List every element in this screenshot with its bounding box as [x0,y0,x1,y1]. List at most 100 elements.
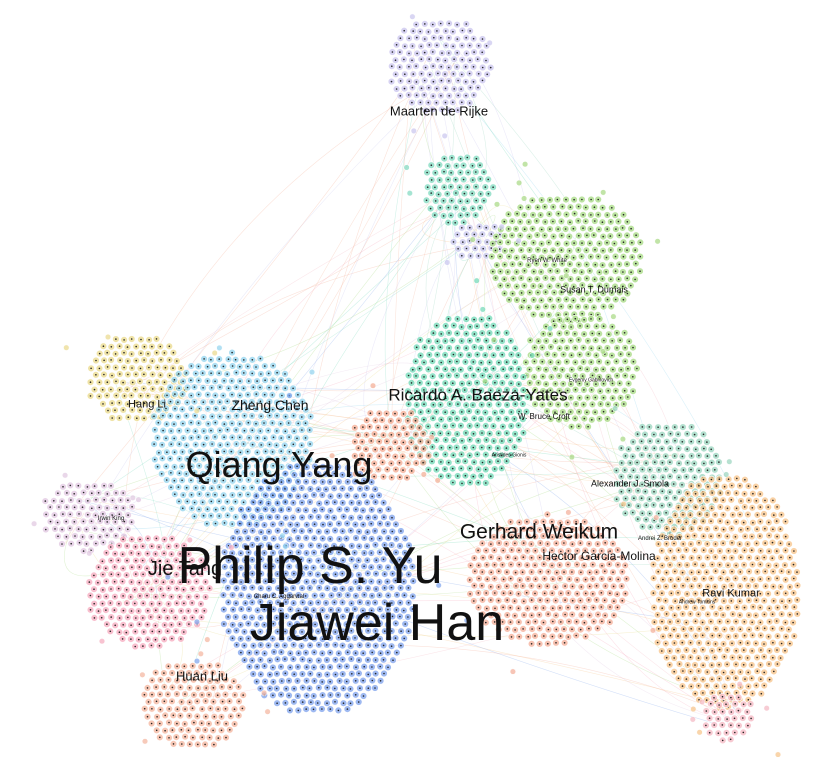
author-node [265,383,273,392]
coauthor-edge [125,70,454,602]
author-node [451,219,459,227]
author-node [425,55,433,63]
author-node-dot [473,318,475,321]
author-node [399,424,408,432]
author-node-dot [481,374,484,377]
author-node-dot [552,220,554,223]
author-node [562,210,571,219]
author-node-dot [408,80,411,83]
author-node [284,419,293,427]
author-node [520,239,528,248]
author-node-dot [577,220,579,222]
author-node [374,465,383,474]
author-node [502,329,511,337]
author-node [115,414,124,422]
author-node-dot [408,37,410,40]
author-node-dot [130,353,133,355]
author-node-dot [472,446,475,449]
author-node [602,253,611,262]
author-node-dot [468,454,471,457]
author-node-dot [627,382,630,385]
author-node [541,247,549,255]
author-node [207,511,215,520]
author-node-dot [418,367,421,370]
author-node-dot [565,242,568,245]
author-node-dot [586,411,588,414]
author-node-dot [635,262,637,265]
author-node-dot [381,448,384,450]
author-node-dot [279,422,282,425]
coauthor-edge [138,84,430,383]
author-node-dot [487,193,490,195]
author-node [578,195,586,204]
author-node-dot [181,393,184,395]
author-node [281,370,289,378]
author-node-dot [268,386,270,389]
author-node-dot [594,248,596,251]
author-node [591,393,599,402]
author-node [449,238,458,246]
author-node [603,225,611,233]
author-node [474,365,482,374]
author-node [170,420,178,428]
author-node [503,372,511,380]
author-node-dot [276,430,278,432]
author-node-dot [615,404,617,406]
author-node [583,322,592,330]
author-node-dot [122,409,124,411]
author-node-dot [168,374,171,377]
author-node [624,393,632,401]
coauthor-edge [86,499,360,579]
author-node [442,27,450,35]
author-node-dot [465,332,468,335]
author-node-dot [427,101,430,104]
author-node [158,454,167,462]
author-node [482,450,490,459]
author-node [566,203,575,211]
author-node-dot [610,249,612,251]
author-node-dot [231,351,233,354]
author-node-dot [178,472,181,475]
author-node-dot [611,397,614,399]
author-node-dot [558,375,560,377]
author-node [448,336,457,345]
author-node [574,217,582,225]
author-node-dot [373,462,376,465]
author-node-dot [499,284,502,287]
author-node [474,238,483,246]
author-node [408,83,417,92]
author-node-dot [389,448,392,450]
author-node-dot [513,418,516,420]
author-node-dot [101,389,104,391]
author-node-dot [598,360,600,363]
author-node [631,275,639,284]
author-node [140,414,148,422]
author-node-dot [562,325,565,328]
author-node [569,254,578,262]
author-node [584,350,592,358]
author-node [517,303,526,311]
author-node-dot [523,270,526,272]
author-node [371,416,380,425]
author-node [441,56,449,65]
author-node [211,433,219,441]
author-node [232,412,241,420]
author-node-dot [201,372,204,374]
author-node [571,267,579,275]
author-node [449,408,457,417]
author-node [458,337,466,345]
author-node [175,440,184,448]
author-node-dot [565,198,567,201]
author-node-dot [602,325,605,328]
author-node [579,358,588,366]
author-node-dot [292,488,295,491]
author-node-dot [510,367,512,370]
author-node-dot [163,381,166,384]
author-node-dot [419,440,422,443]
author-node [636,238,644,247]
author-node-dot [415,81,418,83]
author-node [420,415,428,424]
author-node [603,239,611,247]
author-node [466,451,474,460]
author-node [462,429,470,437]
